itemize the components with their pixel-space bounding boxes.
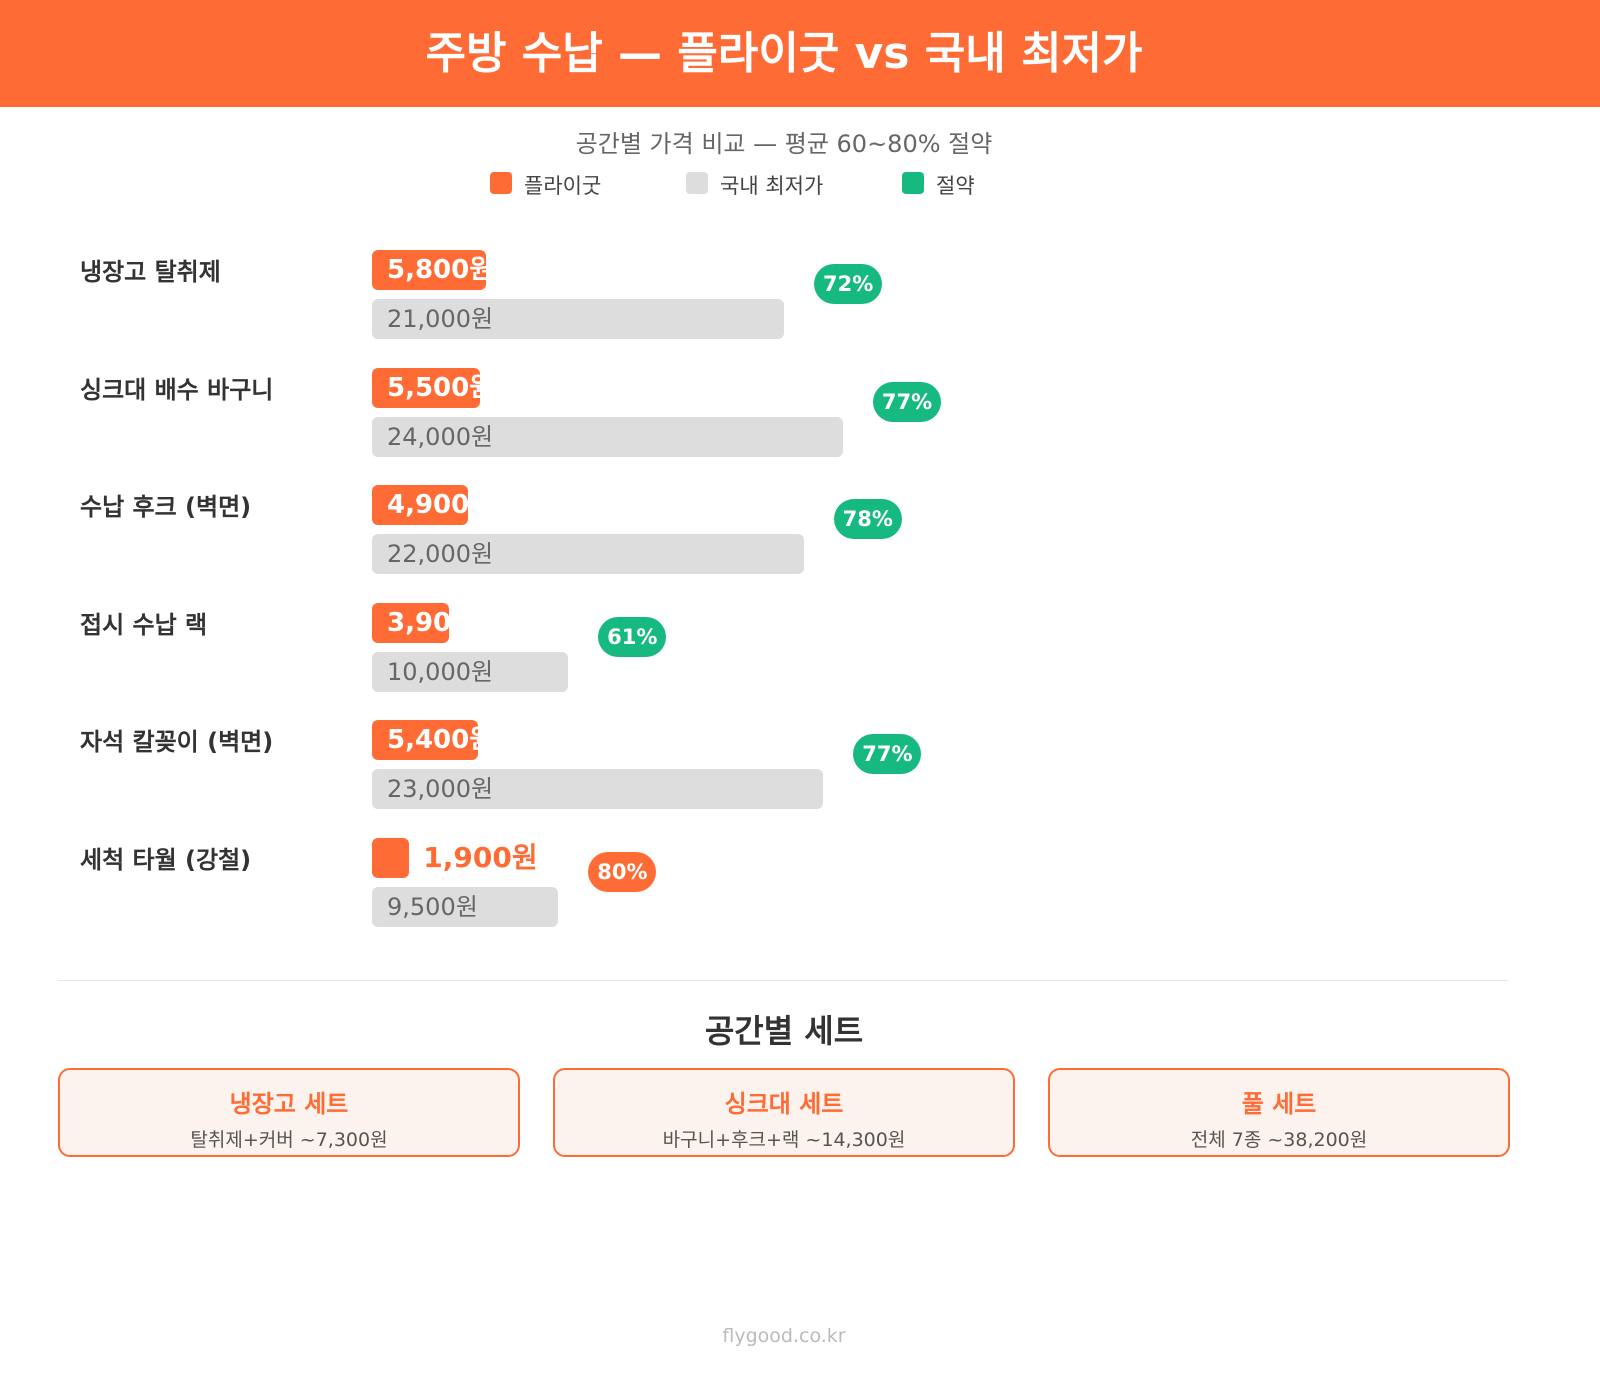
legend-swatch [902, 172, 924, 194]
value-label: 9,500원 [387, 893, 478, 921]
set-name: 싱크대 세트 [724, 1090, 844, 1118]
legend-label: 국내 최저가 [720, 174, 824, 198]
value-label: 22,000원 [387, 540, 494, 569]
savings-badge: 78% [833, 499, 902, 540]
value-label: 1,900원 [423, 841, 538, 874]
bar: 5,800원 [372, 250, 486, 290]
category-label: 자석 칼꽂이 (벽면) [80, 728, 274, 757]
bar: 9,500원 [372, 887, 559, 927]
bar: 22,000원 [372, 534, 804, 575]
set-desc: 바구니+후크+랙 ~14,300원 [662, 1129, 906, 1151]
legend-swatch [490, 172, 512, 194]
divider [58, 980, 1508, 981]
set-name: 풀 세트 [1241, 1090, 1317, 1118]
savings-badge: 72% [814, 264, 883, 304]
set-name: 냉장고 세트 [229, 1090, 349, 1118]
category-label: 수납 후크 (벽면) [80, 493, 252, 522]
category-label: 냉장고 탈취제 [80, 258, 221, 286]
savings-badge: 77% [873, 381, 941, 422]
chart-title: 주방 수납 — 플라이굿 vs 국내 최저가 [425, 28, 1143, 79]
category-label: 접시 수납 랙 [80, 610, 208, 639]
bar: 10,000원 [372, 651, 569, 692]
value-label: 5,400원 [387, 725, 478, 756]
value-label: 5,800원 [387, 255, 486, 285]
value-label: 5,500원 [387, 372, 480, 403]
sets-title: 공간별 세트 [704, 1012, 864, 1050]
savings-badge: 80% [588, 852, 657, 892]
bar: 4,900원 [372, 485, 469, 526]
legend-swatch [686, 172, 708, 194]
value-label: 3,900원 [387, 607, 449, 638]
legend-label: 플라이굿 [524, 174, 602, 198]
bar: 3,900원 [372, 602, 449, 643]
bar: 5,400원 [372, 720, 478, 761]
value-label: 10,000원 [387, 657, 494, 686]
value-label: 24,000원 [387, 422, 494, 451]
footer: flygood.co.kr [722, 1325, 846, 1347]
category-label: 싱크대 배수 바구니 [80, 375, 274, 404]
legend-label: 절약 [936, 174, 975, 198]
category-label: 세척 타월 (강철) [80, 846, 252, 874]
bar: 24,000원 [372, 416, 843, 457]
value-label: 4,900원 [387, 490, 469, 521]
set-desc: 탈취제+커버 ~7,300원 [190, 1129, 388, 1151]
bar [372, 838, 410, 878]
subtitle: 공간별 가격 비교 — 평균 60~80% 절약 [575, 130, 993, 158]
value-label: 23,000원 [387, 775, 494, 804]
value-label: 21,000원 [387, 305, 494, 333]
bar: 21,000원 [372, 299, 785, 339]
bar: 5,500원 [372, 367, 480, 408]
header-band [0, 0, 1600, 107]
savings-badge: 77% [853, 734, 922, 775]
set-desc: 전체 7종 ~38,200원 [1190, 1129, 1368, 1151]
savings-badge: 61% [598, 616, 667, 657]
bar: 23,000원 [372, 769, 824, 810]
